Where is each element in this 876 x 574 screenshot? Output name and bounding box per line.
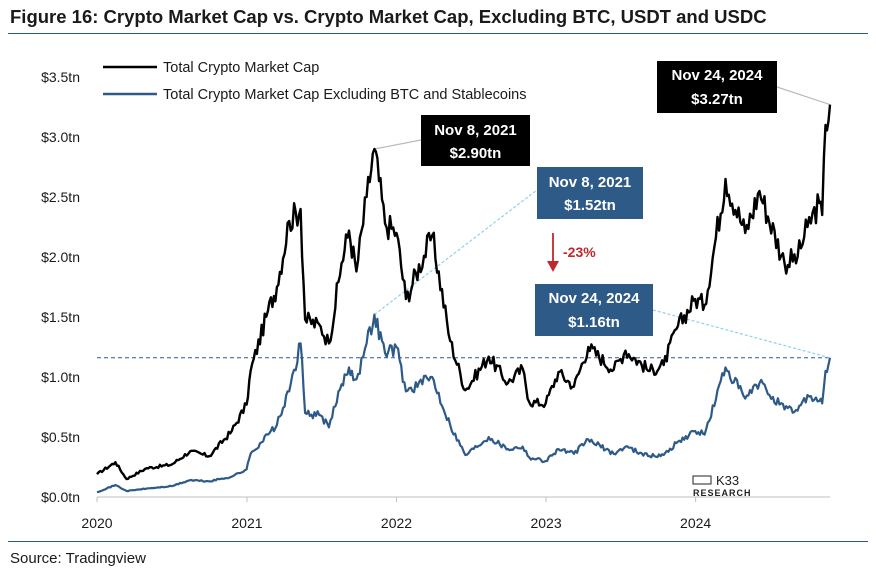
x-tick-label: 2022 (381, 515, 412, 531)
callout-now-total-date: Nov 24, 2024 (672, 67, 764, 84)
callout-now-total: Nov 24, 2024 $3.27tn (657, 61, 777, 113)
y-tick-label: $0.0tn (41, 489, 80, 505)
x-tick-label: 2021 (231, 515, 262, 531)
y-tick-label: $1.5tn (41, 309, 80, 325)
y-tick-label: $3.0tn (41, 129, 80, 145)
change-percent-label: -23% (563, 244, 596, 260)
x-tick-label: 2023 (530, 515, 561, 531)
callout-now-excl: Nov 24, 2024 $1.16tn (535, 284, 653, 336)
x-tick-label: 2024 (680, 515, 711, 531)
y-tick-label: $0.5tn (41, 429, 80, 445)
callout-peak-excl-date: Nov 8, 2021 (549, 174, 632, 191)
legend: Total Crypto Market Cap Total Crypto Mar… (103, 60, 526, 103)
legend-label-total: Total Crypto Market Cap (163, 60, 319, 76)
y-tick-label: $3.5tn (41, 69, 80, 85)
leader-line-peak-total (374, 139, 422, 150)
y-tick-label: $2.0tn (41, 249, 80, 265)
logo-sub: RESEARCH (693, 488, 752, 498)
k33-research-logo: K33 RESEARCH (692, 473, 752, 498)
callout-now-excl-value: $1.16tn (568, 314, 620, 331)
callout-peak-total-value: $2.90tn (450, 145, 502, 162)
callout-peak-total-date: Nov 8, 2021 (434, 122, 517, 139)
title-rule (8, 33, 868, 34)
source-rule (8, 541, 868, 542)
callout-peak-total: Nov 8, 2021 $2.90tn (421, 115, 530, 166)
series-line-excl-btc-stablecoins (96, 313, 832, 494)
change-arrow (547, 233, 559, 272)
callout-now-total-value: $3.27tn (691, 91, 743, 108)
chart-title: Figure 16: Crypto Market Cap vs. Crypto … (10, 6, 767, 27)
leader-line-peak-excl (374, 189, 538, 316)
source-note: Source: Tradingview (10, 550, 146, 567)
series-line-total (96, 104, 832, 481)
y-axis: $0.0tn $0.5tn $1.0tn $1.5tn $2.0tn $2.5tn $3.0… (41, 69, 80, 505)
x-axis: 2020 2021 2022 2023 2024 (81, 497, 711, 531)
logo-name: K33 (716, 473, 739, 488)
callout-peak-excl: Nov 8, 2021 $1.52tn (537, 167, 643, 219)
legend-label-excl: Total Crypto Market Cap Excluding BTC an… (163, 87, 526, 103)
callout-now-excl-date: Nov 24, 2024 (549, 290, 641, 307)
callout-peak-excl-value: $1.52tn (564, 197, 616, 214)
y-tick-label: $1.0tn (41, 369, 80, 385)
y-tick-label: $2.5tn (41, 189, 80, 205)
leader-line-now-total (776, 86, 831, 106)
x-tick-label: 2020 (81, 515, 112, 531)
